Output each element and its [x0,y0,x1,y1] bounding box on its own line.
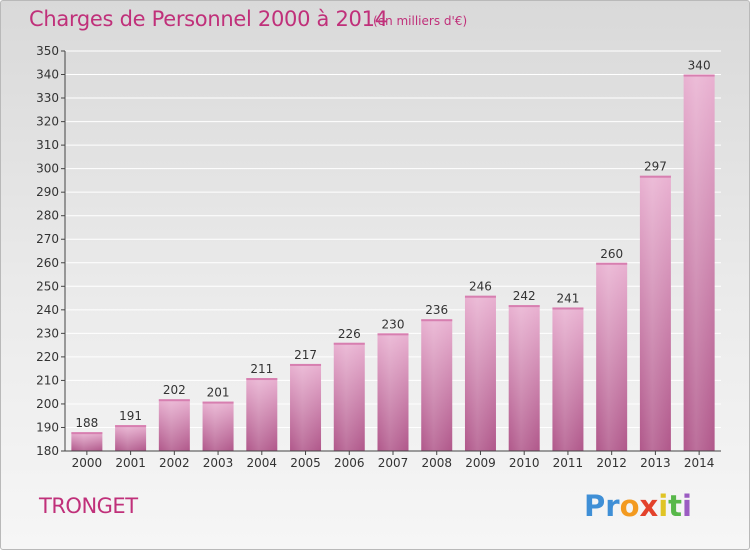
bar-top-edge [596,262,628,265]
bar-top-edge [639,175,671,178]
logo-part: t [668,489,683,523]
bar-top-edge [71,432,103,435]
y-tick-label: 310 [36,138,59,152]
x-tick-label: 2014 [684,456,715,470]
y-tick-label: 250 [36,279,59,293]
data-label: 246 [469,280,492,294]
axes: 180 190 200 210 220 230 240 250 260 270 280 290 300 3… [36,44,721,470]
x-tick-label: 2010 [509,456,540,470]
bar-top-edge [115,425,147,428]
bar-top-edge [158,399,190,402]
x-tick-label: 2011 [553,456,584,470]
x-tick-label: 2001 [115,456,146,470]
y-tick-label: 260 [36,256,59,270]
y-tick-label: 190 [36,420,59,434]
data-label: 191 [119,409,142,423]
bar-shine [290,363,322,451]
data-label: 202 [163,383,186,397]
bar-shine [115,425,147,451]
proxiti-logo: Proxiti [584,489,692,523]
bar-shine [421,319,453,451]
logo-part: x [639,489,659,523]
y-tick-label: 270 [36,232,59,246]
data-label: 242 [513,289,536,303]
y-tick-label: 340 [36,68,59,82]
data-label: 211 [250,362,273,376]
y-tick-label: 320 [36,115,59,129]
data-label: 297 [644,160,667,174]
bar-shine [508,305,540,451]
bar-shine [202,401,234,451]
logo-part: o [619,489,640,523]
y-tick-label: 330 [36,91,59,105]
bar-shine [464,295,496,451]
data-labels: 188 191 202 201 211 217 226 230 236 246 242 241 260 2… [75,59,710,431]
bar-shine [71,432,103,451]
bar-shine [683,74,715,451]
bar-shine [596,262,628,451]
data-label: 188 [75,416,98,430]
x-tick-label: 2005 [290,456,321,470]
y-tick-label: 200 [36,397,59,411]
y-tick-label: 180 [36,444,59,458]
data-label: 241 [556,291,579,305]
bar-top-edge [246,378,278,381]
bar-top-edge [464,295,496,298]
data-label: 201 [207,386,230,400]
x-tick-label: 2009 [465,456,496,470]
data-label: 236 [425,303,448,317]
y-tick-label: 230 [36,326,59,340]
bars [71,74,715,452]
y-tick-label: 240 [36,303,59,317]
commune-name: TRONGET [39,494,138,518]
bar-top-edge [377,333,409,336]
y-tick-label: 300 [36,162,59,176]
data-label: 217 [294,348,317,362]
x-tick-label: 2002 [159,456,190,470]
bar-top-edge [683,74,715,77]
bar-top-edge [290,363,322,366]
logo-part: Pr [584,489,620,523]
x-tick-label: 2013 [640,456,671,470]
y-tick-label: 280 [36,209,59,223]
bar-top-edge [333,342,365,345]
data-label: 226 [338,327,361,341]
bar-shine [552,307,584,451]
y-tick-label: 290 [36,185,59,199]
y-tick-label: 210 [36,373,59,387]
bar-top-edge [202,401,234,404]
data-label: 230 [382,317,405,331]
y-tick-label: 220 [36,350,59,364]
chart-title: Charges de Personnel 2000 à 2014 [29,7,388,31]
bar-shine [246,378,278,451]
logo-part: i [682,489,692,523]
bar-top-edge [552,307,584,310]
unit-note: (en milliers d'€) [373,14,468,28]
x-tick-label: 2004 [247,456,278,470]
x-tick-label: 2003 [203,456,234,470]
x-tick-label: 2000 [72,456,103,470]
x-tick-label: 2012 [596,456,627,470]
bar-shine [158,399,190,451]
bar-shine [333,342,365,451]
bar-shine [639,175,671,452]
x-tick-label: 2008 [421,456,452,470]
bar-top-edge [508,305,540,308]
x-tick-label: 2006 [334,456,365,470]
data-label: 260 [600,247,623,261]
logo-part: i [658,489,669,523]
data-label: 340 [688,59,711,73]
bar-shine [377,333,409,451]
y-tick-label: 350 [36,44,59,58]
bar-top-edge [421,319,453,322]
x-tick-label: 2007 [378,456,409,470]
